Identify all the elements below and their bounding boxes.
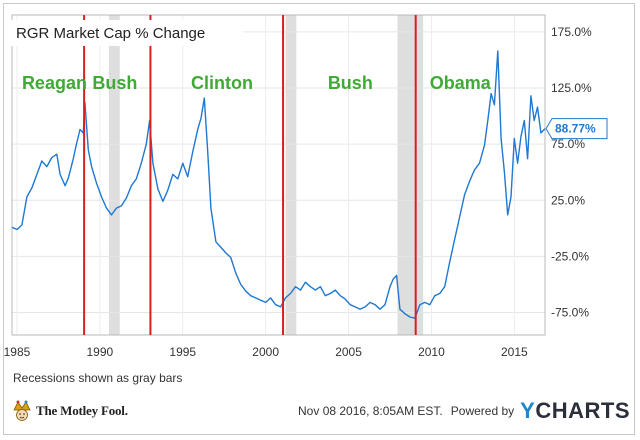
x-tick-label: 1990 <box>87 345 114 359</box>
motley-fool-text: The Motley Fool. <box>36 403 128 418</box>
x-tick-labels: 1985 1990 1995 2000 2005 2010 2015 <box>4 345 528 359</box>
y-tick-label: 75.0% <box>551 137 585 151</box>
era-label: Bush <box>328 73 373 93</box>
y-tick-label: -75.0% <box>551 306 589 320</box>
ycharts-rest: CHARTS <box>535 398 630 423</box>
recession-bar <box>285 15 297 335</box>
y-tick-label: 25.0% <box>551 193 585 207</box>
ycharts-logo[interactable]: YCHARTS <box>520 398 630 424</box>
chart-frame <box>3 3 635 435</box>
last-value-label: 88.77% <box>555 122 596 136</box>
plot-area <box>11 14 546 336</box>
gridlines <box>12 15 545 335</box>
era-labels: Reagan Bush Clinton Bush Obama <box>22 73 492 93</box>
chart-title: RGR Market Cap % Change <box>16 25 205 42</box>
timestamp: Nov 08 2016, 8:05AM EST. <box>298 404 443 418</box>
jester-icon <box>13 400 31 421</box>
last-value-badge: 88.77% <box>545 118 608 140</box>
x-tick-label: 2005 <box>335 345 362 359</box>
y-tick-labels: 175.0% 125.0% 75.0% 25.0% -25.0% -75.0% <box>551 25 592 320</box>
y-tick-label: 125.0% <box>551 81 592 95</box>
last-value-badge-shape <box>545 118 608 140</box>
x-tick-label: 1995 <box>169 345 196 359</box>
recession-bar <box>397 15 424 335</box>
footer-attribution: Nov 08 2016, 8:05AM EST. Powered by YCHA… <box>298 398 630 424</box>
x-tick-label: 2010 <box>418 345 445 359</box>
x-tick-label: 1985 <box>4 345 31 359</box>
y-tick-label: -25.0% <box>551 249 589 263</box>
y-tick-label: 175.0% <box>551 25 592 39</box>
presidency-dividers <box>83 15 417 335</box>
recession-bar <box>108 15 120 335</box>
recession-note: Recessions shown as gray bars <box>13 371 183 385</box>
powered-by-text: Powered by <box>450 404 515 418</box>
x-tick-label: 2000 <box>252 345 279 359</box>
chart-title-box <box>11 20 243 46</box>
era-label: Reagan <box>22 73 87 93</box>
ycharts-y: Y <box>520 398 536 423</box>
recession-bars <box>108 15 424 335</box>
era-label: Obama <box>430 73 492 93</box>
era-label: Clinton <box>191 73 253 93</box>
motley-fool-logo: The Motley Fool. <box>12 400 128 422</box>
era-label: Bush <box>92 73 137 93</box>
x-tick-label: 2015 <box>501 345 528 359</box>
